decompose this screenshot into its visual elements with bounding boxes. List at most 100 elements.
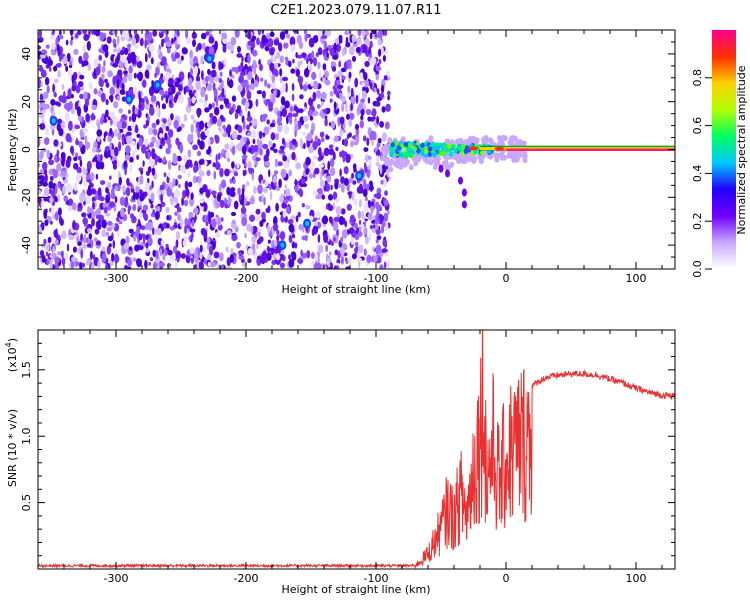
noise-speckle (133, 30, 138, 36)
noise-speckle (340, 208, 346, 215)
noise-speckle (348, 71, 352, 79)
noise-speckle (241, 216, 248, 227)
signal-haze (459, 155, 465, 162)
noise-speckle (275, 132, 280, 141)
noise-speckle (307, 109, 313, 117)
noise-speckle (156, 104, 159, 114)
noise-speckle (165, 206, 170, 213)
noise-speckle (68, 120, 73, 131)
noise-speckle (288, 169, 293, 177)
noise-speckle (345, 259, 349, 265)
noise-speckle (219, 71, 223, 77)
signal-haze (384, 160, 390, 167)
noise-speckle (79, 93, 85, 99)
noise-speckle (361, 81, 365, 88)
noise-bright-core (357, 173, 362, 179)
noise-speckle (269, 62, 275, 72)
noise-speckle (188, 211, 194, 219)
noise-speckle (340, 236, 344, 244)
noise-speckle (291, 241, 296, 249)
noise-speckle (387, 95, 390, 101)
noise-speckle (177, 213, 181, 221)
noise-speckle (89, 250, 93, 260)
noise-speckle (159, 248, 162, 257)
noise-speckle (301, 252, 307, 259)
noise-speckle (197, 176, 202, 184)
noise-speckle (83, 168, 88, 175)
noise-speckle (116, 79, 120, 89)
noise-speckle (103, 132, 107, 139)
noise-speckle (381, 106, 386, 113)
noise-speckle (303, 30, 308, 35)
noise-speckle (247, 258, 252, 264)
noise-speckle (175, 137, 180, 146)
noise-speckle (160, 193, 163, 204)
noise-speckle (125, 135, 132, 145)
noise-speckle (291, 151, 296, 161)
noise-speckle (273, 175, 277, 183)
noise-speckle (252, 138, 256, 145)
noise-speckle (127, 72, 133, 82)
noise-speckle (257, 184, 263, 194)
noise-speckle (268, 38, 274, 48)
noise-speckle (327, 194, 334, 201)
noise-speckle (373, 251, 377, 256)
noise-speckle (42, 161, 48, 171)
noise-speckle (184, 180, 189, 191)
noise-speckle (123, 197, 128, 208)
signal-speckle (403, 141, 409, 147)
noise-speckle (105, 212, 111, 217)
noise-speckle (111, 253, 115, 262)
noise-speckle (72, 220, 76, 230)
signal-haze (428, 135, 434, 142)
noise-speckle (206, 83, 213, 92)
noise-speckle (379, 121, 384, 128)
signal-haze (463, 155, 469, 162)
noise-speckle (300, 84, 303, 90)
noise-speckle (152, 262, 157, 269)
colorbar-tick-label: 0.8 (691, 69, 704, 87)
noise-speckle (309, 98, 314, 104)
noise-speckle (189, 247, 195, 254)
noise-speckle (375, 239, 379, 244)
noise-speckle (281, 107, 287, 118)
noise-speckle (44, 219, 49, 226)
noise-speckle (229, 107, 235, 114)
noise-speckle (57, 207, 62, 216)
noise-speckle (253, 186, 257, 194)
noise-speckle (50, 51, 56, 55)
noise-speckle (308, 173, 314, 179)
noise-speckle (39, 123, 46, 130)
noise-speckle (132, 204, 137, 211)
noise-speckle (184, 224, 187, 234)
signal-tail (438, 164, 444, 173)
noise-speckle (180, 55, 184, 61)
noise-speckle (201, 70, 204, 81)
noise-speckle (151, 167, 156, 176)
noise-speckle (202, 42, 206, 50)
noise-speckle (350, 95, 356, 105)
noise-speckle (242, 120, 246, 130)
noise-speckle (344, 30, 349, 36)
noise-speckle (360, 108, 365, 116)
noise-speckle (334, 178, 339, 183)
noise-speckle (166, 187, 172, 197)
noise-speckle (56, 44, 60, 52)
noise-speckle (280, 168, 287, 178)
noise-speckle (259, 147, 263, 156)
signal-haze (514, 156, 520, 163)
noise-speckle (289, 36, 296, 47)
noise-speckle (102, 44, 109, 53)
noise-speckle (286, 142, 290, 148)
noise-speckle (131, 112, 137, 123)
noise-speckle (279, 195, 285, 203)
noise-speckle (106, 245, 112, 255)
noise-speckle (184, 217, 188, 227)
noise-speckle (162, 156, 167, 164)
noise-speckle (359, 119, 364, 129)
noise-speckle (53, 91, 57, 98)
noise-speckle (286, 115, 289, 125)
noise-speckle (236, 53, 243, 58)
snr-x-label: Height of straight line (km) (281, 583, 430, 596)
noise-speckle (375, 229, 381, 235)
